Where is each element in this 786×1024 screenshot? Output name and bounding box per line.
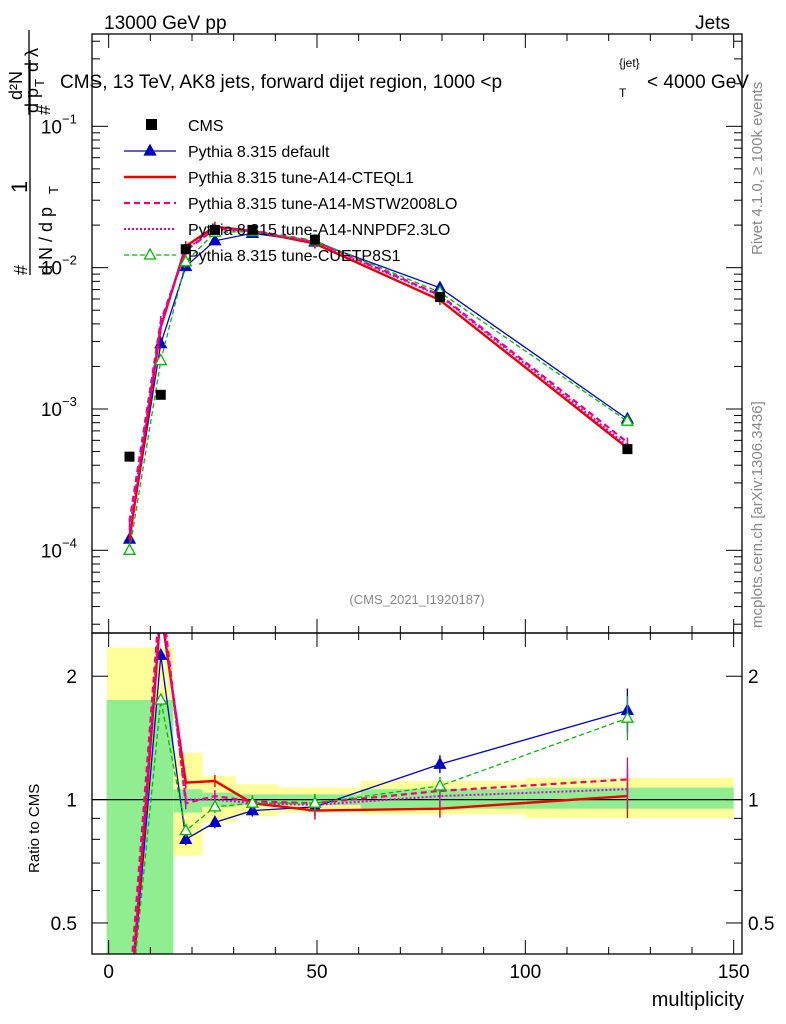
svg-text:< 4000 GeV: < 4000 GeV: [647, 72, 749, 93]
ratio-band-inner-1: [173, 789, 203, 813]
svg-text:#: #: [34, 105, 54, 115]
svg-text:T: T: [32, 79, 47, 87]
y-tick-label-base: 10: [41, 259, 62, 280]
cms-point-7: [622, 444, 633, 455]
x-tick-label: 0: [103, 962, 114, 983]
ratio-y-tick-label-left: 2: [66, 667, 77, 688]
x-tick-label: 50: [306, 962, 327, 983]
ratio-marker-4-7: [620, 710, 635, 723]
ratio-line-4: [135, 699, 628, 954]
ratio-marker-0-0: [124, 1011, 135, 1021]
cms-point-5: [309, 234, 320, 245]
y-tick-label-base: 10: [41, 541, 62, 562]
y-tick-label-exp: −2: [62, 253, 77, 268]
legend-marker-cms: [146, 119, 157, 130]
legend-marker-1: [143, 143, 157, 156]
legend-label-0: CMS: [188, 118, 224, 135]
header-right: Jets: [695, 13, 730, 34]
ratio-marker-0-3: [208, 815, 222, 828]
main-ylabel: # 1 d N / d p T # d²N d p T d λ: [6, 30, 61, 275]
main-marker-1-3: [208, 233, 222, 246]
cms-point-6: [434, 291, 445, 302]
cms-point-1: [155, 389, 166, 400]
main-marker-5-1: [154, 353, 168, 366]
main-line-5: [128, 230, 628, 551]
analysis-watermark: (CMS_2021_I1920187): [349, 592, 484, 607]
y-tick-label-base: 10: [41, 400, 62, 421]
svg-text:d²N: d²N: [6, 71, 26, 100]
svg-text:d λ: d λ: [22, 48, 42, 72]
cms-point-3: [209, 224, 220, 235]
ratio-marker-4-4: [245, 795, 260, 808]
header-left: 13000 GeV pp: [104, 13, 227, 34]
ratio-y-tick-label-right: 1: [748, 791, 759, 812]
mcplots-label: mcplots.cern.ch [arXiv:1306.3436]: [749, 401, 766, 628]
main-series: [122, 221, 635, 555]
ratio-marker-0-4: [245, 803, 260, 816]
y-tick-label-exp: −3: [62, 394, 77, 409]
main-marker-5-0: [122, 542, 137, 555]
y-tick-label-exp: −4: [62, 535, 77, 550]
plot-title: CMS, 13 TeV, AK8 jets, forward dijet reg…: [60, 56, 749, 100]
main-marker-5-7: [620, 413, 635, 426]
ratio-line-2: [131, 633, 628, 954]
rivet-label: Rivet 4.1.0, ≥ 100k events: [749, 82, 766, 255]
ratio-marker-0-6: [433, 756, 447, 769]
y-tick-label-base: 10: [41, 117, 62, 138]
y-tick-label-exp: −1: [62, 111, 77, 126]
main-line-1: [128, 232, 628, 540]
svg-text:T: T: [46, 186, 61, 194]
ratio-y-tick-label-right: 2: [748, 667, 759, 688]
svg-text:T: T: [619, 86, 627, 100]
ratio-marker-4-6: [433, 778, 447, 791]
ratio-frame: [91, 632, 743, 955]
cms-point-0: [124, 451, 135, 462]
legend-label-4: Pythia 8.315 tune-A14-NNPDF2.3LO: [188, 222, 450, 239]
main-line-4: [128, 228, 629, 530]
svg-text:1: 1: [7, 181, 32, 193]
cms-point-4: [247, 224, 258, 235]
ratio-marker-4-2: [179, 823, 193, 836]
ratio-series: [92, 633, 742, 1021]
svg-text:#: #: [11, 265, 31, 275]
svg-text:d N / d p: d N / d p: [36, 207, 56, 275]
ratio-bands: [106, 647, 734, 954]
ratio-y-tick-label-right: 0.5: [748, 914, 774, 935]
legend-label-1: Pythia 8.315 default: [188, 144, 330, 161]
ratio-ylabel: Ratio to CMS: [26, 784, 43, 873]
cms-point-2: [180, 244, 191, 255]
x-axis-label: multiplicity: [652, 989, 744, 1011]
ratio-marker-0-2: [179, 831, 193, 844]
legend-label-5: Pythia 8.315 tune-CUETP8S1: [188, 248, 401, 265]
ratio-marker-4-3: [208, 799, 222, 812]
legend-label-2: Pythia 8.315 tune-A14-CTEQL1: [188, 170, 414, 187]
ratio-y-tick-label-left: 0.5: [51, 914, 77, 935]
ratio-line-0: [134, 655, 628, 954]
main-marker-5-2: [179, 254, 193, 267]
ratio-line-3: [133, 633, 628, 954]
ratio-marker-4-5: [308, 795, 322, 808]
ratio-marker-4-0: [124, 1011, 135, 1021]
x-tick-label: 150: [718, 962, 750, 983]
svg-text:{jet}: {jet}: [619, 56, 640, 70]
svg-text:CMS, 13 TeV, AK8 jets, forward: CMS, 13 TeV, AK8 jets, forward dijet reg…: [60, 72, 502, 93]
ratio-band-inner-6: [525, 787, 734, 809]
ratio-y-tick-label-left: 1: [66, 791, 77, 812]
svg-text:d p: d p: [22, 88, 42, 113]
x-tick-label: 100: [509, 962, 541, 983]
legend: CMS Pythia 8.315 default Pythia 8.315 tune…: [124, 118, 457, 265]
ratio-marker-4-1: [154, 692, 168, 705]
legend-label-3: Pythia 8.315 tune-A14-MSTW2008LO: [188, 196, 457, 213]
legend-marker-5: [143, 247, 157, 260]
